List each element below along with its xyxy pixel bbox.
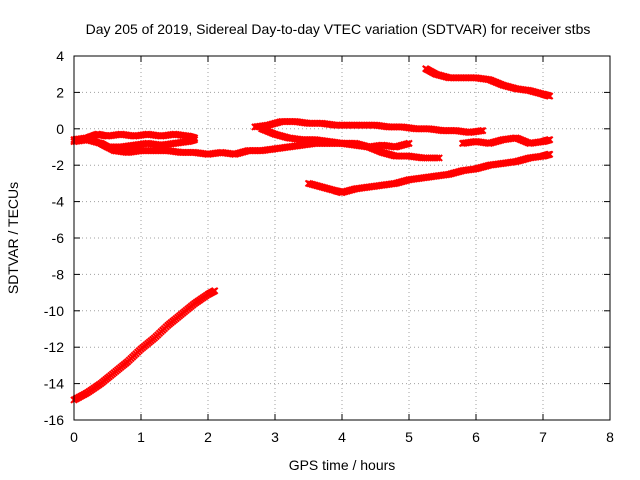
y-tick-label: -4 <box>52 194 65 210</box>
data-point <box>477 127 485 135</box>
data-point <box>545 136 554 144</box>
y-axis-label: SDTVAR / TECUs <box>5 182 21 294</box>
data-point <box>405 139 413 148</box>
plot-border <box>73 55 611 421</box>
x-axis-label: GPS time / hours <box>289 457 396 473</box>
y-tick-label: -6 <box>52 230 65 246</box>
x-tick-label: 7 <box>539 429 547 445</box>
data-point <box>478 126 487 135</box>
x-tick-label: 0 <box>70 429 78 445</box>
data-point <box>190 136 199 144</box>
data-point <box>545 150 554 158</box>
data-point <box>210 287 219 295</box>
y-tick-label: -14 <box>44 376 64 392</box>
chart-title: Day 205 of 2019, Sidereal Day-to-day VTE… <box>86 21 591 37</box>
x-tick-label: 3 <box>271 429 279 445</box>
x-tick-label: 2 <box>204 429 212 445</box>
y-tick-label: 4 <box>56 48 64 64</box>
x-tick-label: 1 <box>137 429 145 445</box>
data-point <box>435 154 443 162</box>
data-point <box>433 154 441 162</box>
data-point <box>545 92 554 100</box>
y-tick-label: 0 <box>56 121 64 137</box>
y-tick-label: -2 <box>52 157 65 173</box>
x-tick-label: 8 <box>606 429 614 445</box>
y-tick-label: -12 <box>44 339 64 355</box>
axis-ticks: 0 1 2 3 4 5 6 7 8 4 2 0 -2 -4 -6 -8 -10 -12 -14 -16 <box>44 48 614 445</box>
grid <box>74 56 610 420</box>
y-tick-label: 2 <box>56 84 64 100</box>
y-tick-label: -10 <box>44 303 64 319</box>
x-tick-label: 4 <box>338 429 346 445</box>
x-tick-label: 5 <box>405 429 413 445</box>
data-points <box>70 65 554 404</box>
y-tick-label: -8 <box>52 266 65 282</box>
x-tick-label: 6 <box>472 429 480 445</box>
y-tick-label: -16 <box>44 412 64 428</box>
